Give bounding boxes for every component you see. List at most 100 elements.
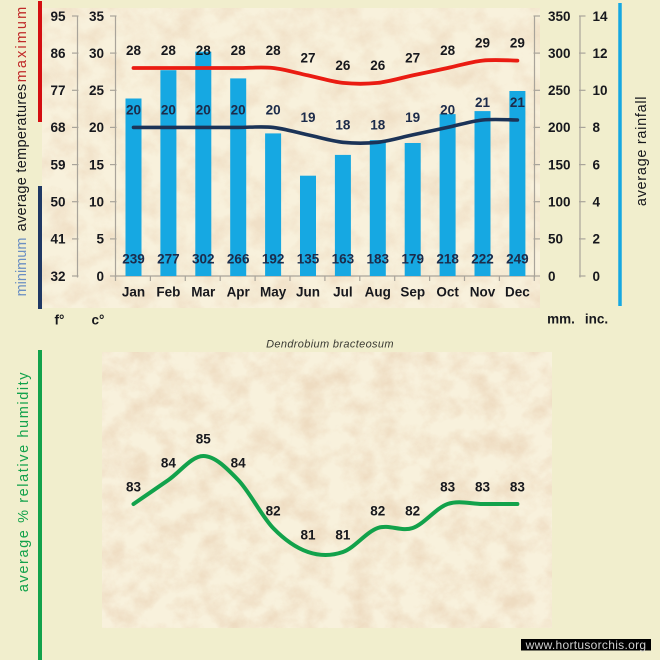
svg-text:Jan: Jan (122, 285, 145, 300)
svg-text:77: 77 (50, 83, 65, 98)
svg-text:May: May (260, 285, 287, 300)
svg-text:84: 84 (231, 456, 247, 471)
svg-text:179: 179 (401, 252, 424, 267)
svg-text:83: 83 (475, 480, 491, 495)
svg-text:266: 266 (227, 252, 250, 267)
svg-text:18: 18 (370, 117, 386, 132)
svg-text:20: 20 (161, 102, 176, 117)
svg-text:163: 163 (332, 252, 355, 267)
svg-text:30: 30 (89, 46, 104, 61)
svg-text:2: 2 (593, 232, 601, 247)
svg-text:50: 50 (548, 232, 563, 247)
svg-text:250: 250 (548, 83, 571, 98)
svg-text:19: 19 (405, 110, 420, 125)
svg-text:200: 200 (548, 120, 571, 135)
svg-text:20: 20 (196, 102, 211, 117)
svg-text:20: 20 (231, 102, 246, 117)
svg-text:300: 300 (548, 46, 571, 61)
svg-text:82: 82 (370, 504, 385, 519)
svg-text:28: 28 (231, 43, 247, 58)
svg-text:68: 68 (50, 120, 66, 135)
svg-text:84: 84 (161, 456, 177, 471)
svg-text:mm.: mm. (547, 312, 575, 327)
svg-text:135: 135 (297, 252, 320, 267)
svg-text:c°: c° (92, 313, 105, 328)
svg-text:29: 29 (475, 36, 490, 51)
svg-text:26: 26 (335, 58, 351, 73)
svg-text:28: 28 (196, 43, 212, 58)
svg-text:Oct: Oct (436, 285, 459, 300)
svg-text:86: 86 (50, 46, 66, 61)
svg-text:82: 82 (405, 504, 420, 519)
svg-text:85: 85 (196, 432, 212, 447)
svg-text:19: 19 (300, 110, 315, 125)
svg-text:0: 0 (96, 269, 104, 284)
svg-text:Jun: Jun (296, 285, 320, 300)
svg-text:average temperatures: average temperatures (14, 84, 30, 232)
svg-text:f°: f° (55, 313, 65, 328)
svg-text:average % relative humidity: average % relative humidity (16, 371, 32, 592)
svg-text:15: 15 (89, 157, 105, 172)
svg-text:0: 0 (593, 269, 601, 284)
svg-text:150: 150 (548, 157, 571, 172)
svg-text:Dec: Dec (505, 285, 530, 300)
svg-text:10: 10 (89, 195, 104, 210)
svg-text:27: 27 (405, 50, 420, 65)
svg-text:302: 302 (192, 252, 215, 267)
svg-text:192: 192 (262, 252, 285, 267)
svg-text:Apr: Apr (227, 285, 251, 300)
svg-text:41: 41 (50, 232, 66, 247)
svg-text:26: 26 (370, 58, 386, 73)
svg-text:29: 29 (510, 36, 525, 51)
svg-text:20: 20 (266, 102, 281, 117)
svg-text:maximum: maximum (14, 5, 30, 83)
svg-text:4: 4 (593, 195, 601, 210)
svg-text:239: 239 (122, 252, 145, 267)
svg-text:28: 28 (126, 43, 142, 58)
svg-text:83: 83 (126, 480, 142, 495)
svg-text:8: 8 (593, 120, 601, 135)
svg-text:average rainfall: average rainfall (634, 96, 650, 206)
svg-text:50: 50 (50, 195, 65, 210)
svg-text:21: 21 (475, 95, 491, 110)
svg-text:5: 5 (96, 232, 104, 247)
svg-text:Sep: Sep (400, 285, 425, 300)
svg-text:218: 218 (436, 252, 459, 267)
svg-text:Nov: Nov (470, 285, 496, 300)
svg-text:32: 32 (50, 269, 65, 284)
svg-text:Dendrobium bracteosum: Dendrobium bracteosum (266, 339, 394, 351)
svg-text:0: 0 (548, 269, 556, 284)
svg-text:20: 20 (89, 120, 104, 135)
svg-text:28: 28 (266, 43, 282, 58)
svg-text:59: 59 (50, 157, 65, 172)
svg-text:20: 20 (440, 102, 455, 117)
svg-text:Aug: Aug (365, 285, 391, 300)
svg-text:27: 27 (300, 50, 315, 65)
svg-text:6: 6 (593, 157, 601, 172)
svg-text:183: 183 (367, 252, 390, 267)
svg-text:18: 18 (335, 117, 351, 132)
svg-text:Jul: Jul (333, 285, 353, 300)
svg-text:277: 277 (157, 252, 180, 267)
svg-text:83: 83 (510, 480, 526, 495)
svg-text:95: 95 (50, 9, 66, 24)
svg-text:25: 25 (89, 83, 105, 98)
svg-text:Feb: Feb (156, 285, 180, 300)
svg-text:www.hortusorchis.org: www.hortusorchis.org (525, 638, 647, 652)
svg-text:28: 28 (440, 43, 456, 58)
svg-text:83: 83 (440, 480, 456, 495)
svg-text:350: 350 (548, 9, 571, 24)
svg-text:28: 28 (161, 43, 177, 58)
svg-text:inc.: inc. (585, 312, 608, 327)
svg-text:12: 12 (593, 46, 608, 61)
svg-text:82: 82 (266, 504, 281, 519)
svg-text:81: 81 (335, 528, 351, 543)
svg-text:21: 21 (510, 95, 526, 110)
svg-text:81: 81 (300, 528, 316, 543)
svg-text:minimum: minimum (14, 238, 30, 297)
svg-text:14: 14 (593, 9, 609, 24)
svg-text:10: 10 (593, 83, 608, 98)
svg-text:35: 35 (89, 9, 105, 24)
svg-text:222: 222 (471, 252, 494, 267)
svg-text:249: 249 (506, 252, 529, 267)
